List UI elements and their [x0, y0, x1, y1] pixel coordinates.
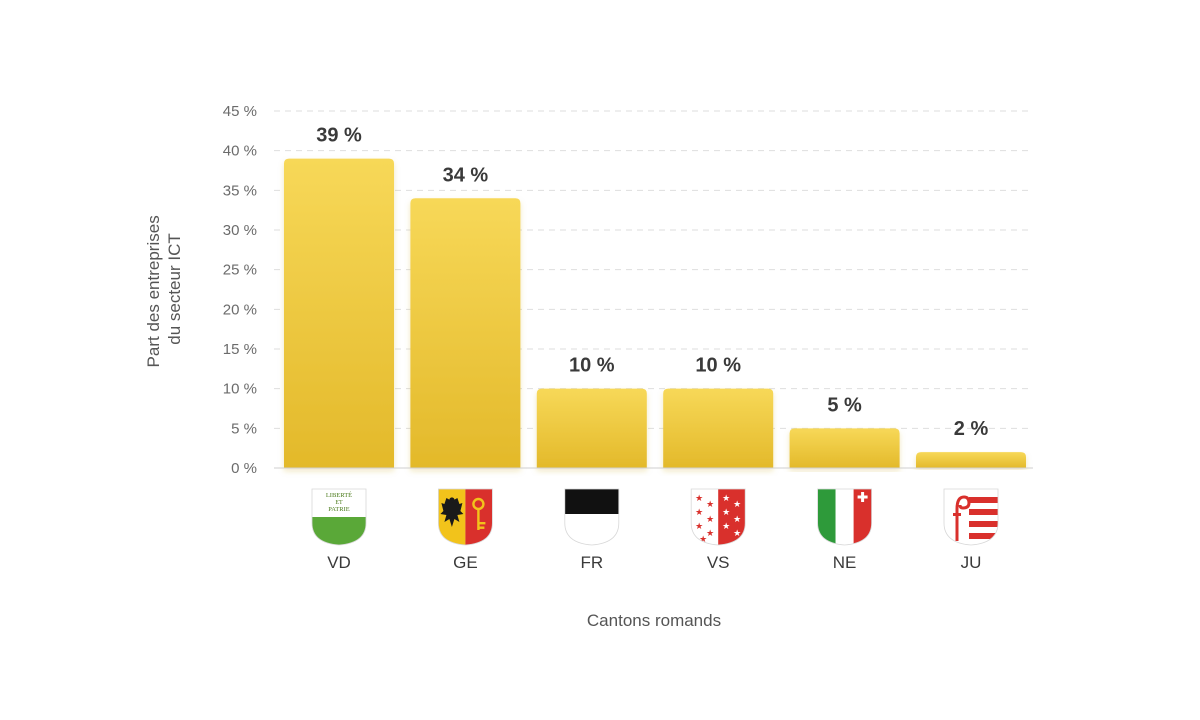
y-tick-label: 40 % [223, 143, 257, 160]
y-axis-title-line-1: Part des entreprises [144, 215, 163, 367]
svg-text:★: ★ [706, 515, 714, 525]
y-tick-label: 15 % [223, 341, 257, 358]
svg-text:★: ★ [722, 522, 730, 532]
value-label-ne: 5 % [827, 394, 862, 416]
category-label-ju: JU [961, 553, 982, 572]
y-tick-label: 25 % [223, 262, 257, 279]
y-tick-label: 0 % [231, 460, 257, 477]
y-tick-label: 5 % [231, 420, 257, 437]
value-label-vs: 10 % [695, 355, 741, 377]
svg-text:★: ★ [733, 515, 741, 525]
svg-text:★: ★ [695, 494, 703, 504]
y-tick-label: 30 % [223, 222, 257, 239]
y-axis-title: Part des entreprises du secteur ICT [144, 211, 184, 368]
y-axis-ticks: 0 % 5 % 10 % 15 % 20 % 25 % 30 % 35 % 40 % 45 % [223, 103, 257, 477]
vaud-motto-2: ET [335, 500, 343, 506]
value-label-ge: 34 % [443, 164, 489, 186]
category-label-ge: GE [453, 553, 478, 572]
y-tick-label: 45 % [223, 103, 257, 120]
bar-ne [789, 428, 900, 468]
value-label-vd: 39 % [316, 125, 362, 147]
valais-coat-of-arms-icon: ★ ★ ★ ★ ★ ★ ★ ★ ★ ★ ★ ★ ★ [690, 488, 746, 546]
svg-text:★: ★ [722, 494, 730, 504]
y-tick-label: 10 % [223, 381, 257, 398]
geneva-coat-of-arms-icon [437, 488, 493, 546]
category-label-vd: VD [327, 553, 351, 572]
svg-text:★: ★ [695, 522, 703, 532]
svg-text:★: ★ [699, 535, 707, 545]
y-axis-title-line-2: du secteur ICT [165, 233, 184, 345]
neuchatel-coat-of-arms-icon [817, 488, 872, 546]
bar-vd [284, 158, 394, 468]
bar-ge [410, 198, 521, 468]
gridlines [274, 110, 1033, 429]
category-label-ne: NE [833, 553, 857, 572]
bar-ju [916, 452, 1026, 468]
bar-vs [663, 388, 774, 468]
svg-text:★: ★ [733, 529, 741, 539]
x-axis-category-labels: VD GE FR VS NE JU [327, 553, 981, 572]
category-label-vs: VS [707, 553, 730, 572]
fribourg-coat-of-arms-icon [564, 488, 620, 546]
y-tick-label: 20 % [223, 301, 257, 318]
vaud-motto-1: LIBERTÉ [326, 491, 352, 499]
coats-of-arms: LIBERTÉ ET PATRIE [311, 488, 999, 546]
svg-text:★: ★ [706, 500, 714, 510]
category-label-fr: FR [580, 553, 603, 572]
y-tick-label: 35 % [223, 182, 257, 199]
svg-text:★: ★ [733, 500, 741, 510]
jura-coat-of-arms-icon [943, 488, 999, 546]
vaud-coat-of-arms-icon: LIBERTÉ ET PATRIE [311, 488, 367, 546]
x-axis-title: Cantons romands [587, 611, 721, 630]
bars [284, 158, 1026, 468]
vaud-motto-3: PATRIE [328, 506, 349, 513]
value-label-fr: 10 % [569, 355, 615, 377]
value-labels: 39 % 34 % 10 % 10 % 5 % 2 % [316, 125, 988, 441]
svg-text:★: ★ [722, 508, 730, 518]
value-label-ju: 2 % [954, 418, 989, 440]
svg-text:★: ★ [695, 508, 703, 518]
svg-text:★: ★ [706, 529, 714, 539]
bar-fr [536, 388, 647, 468]
